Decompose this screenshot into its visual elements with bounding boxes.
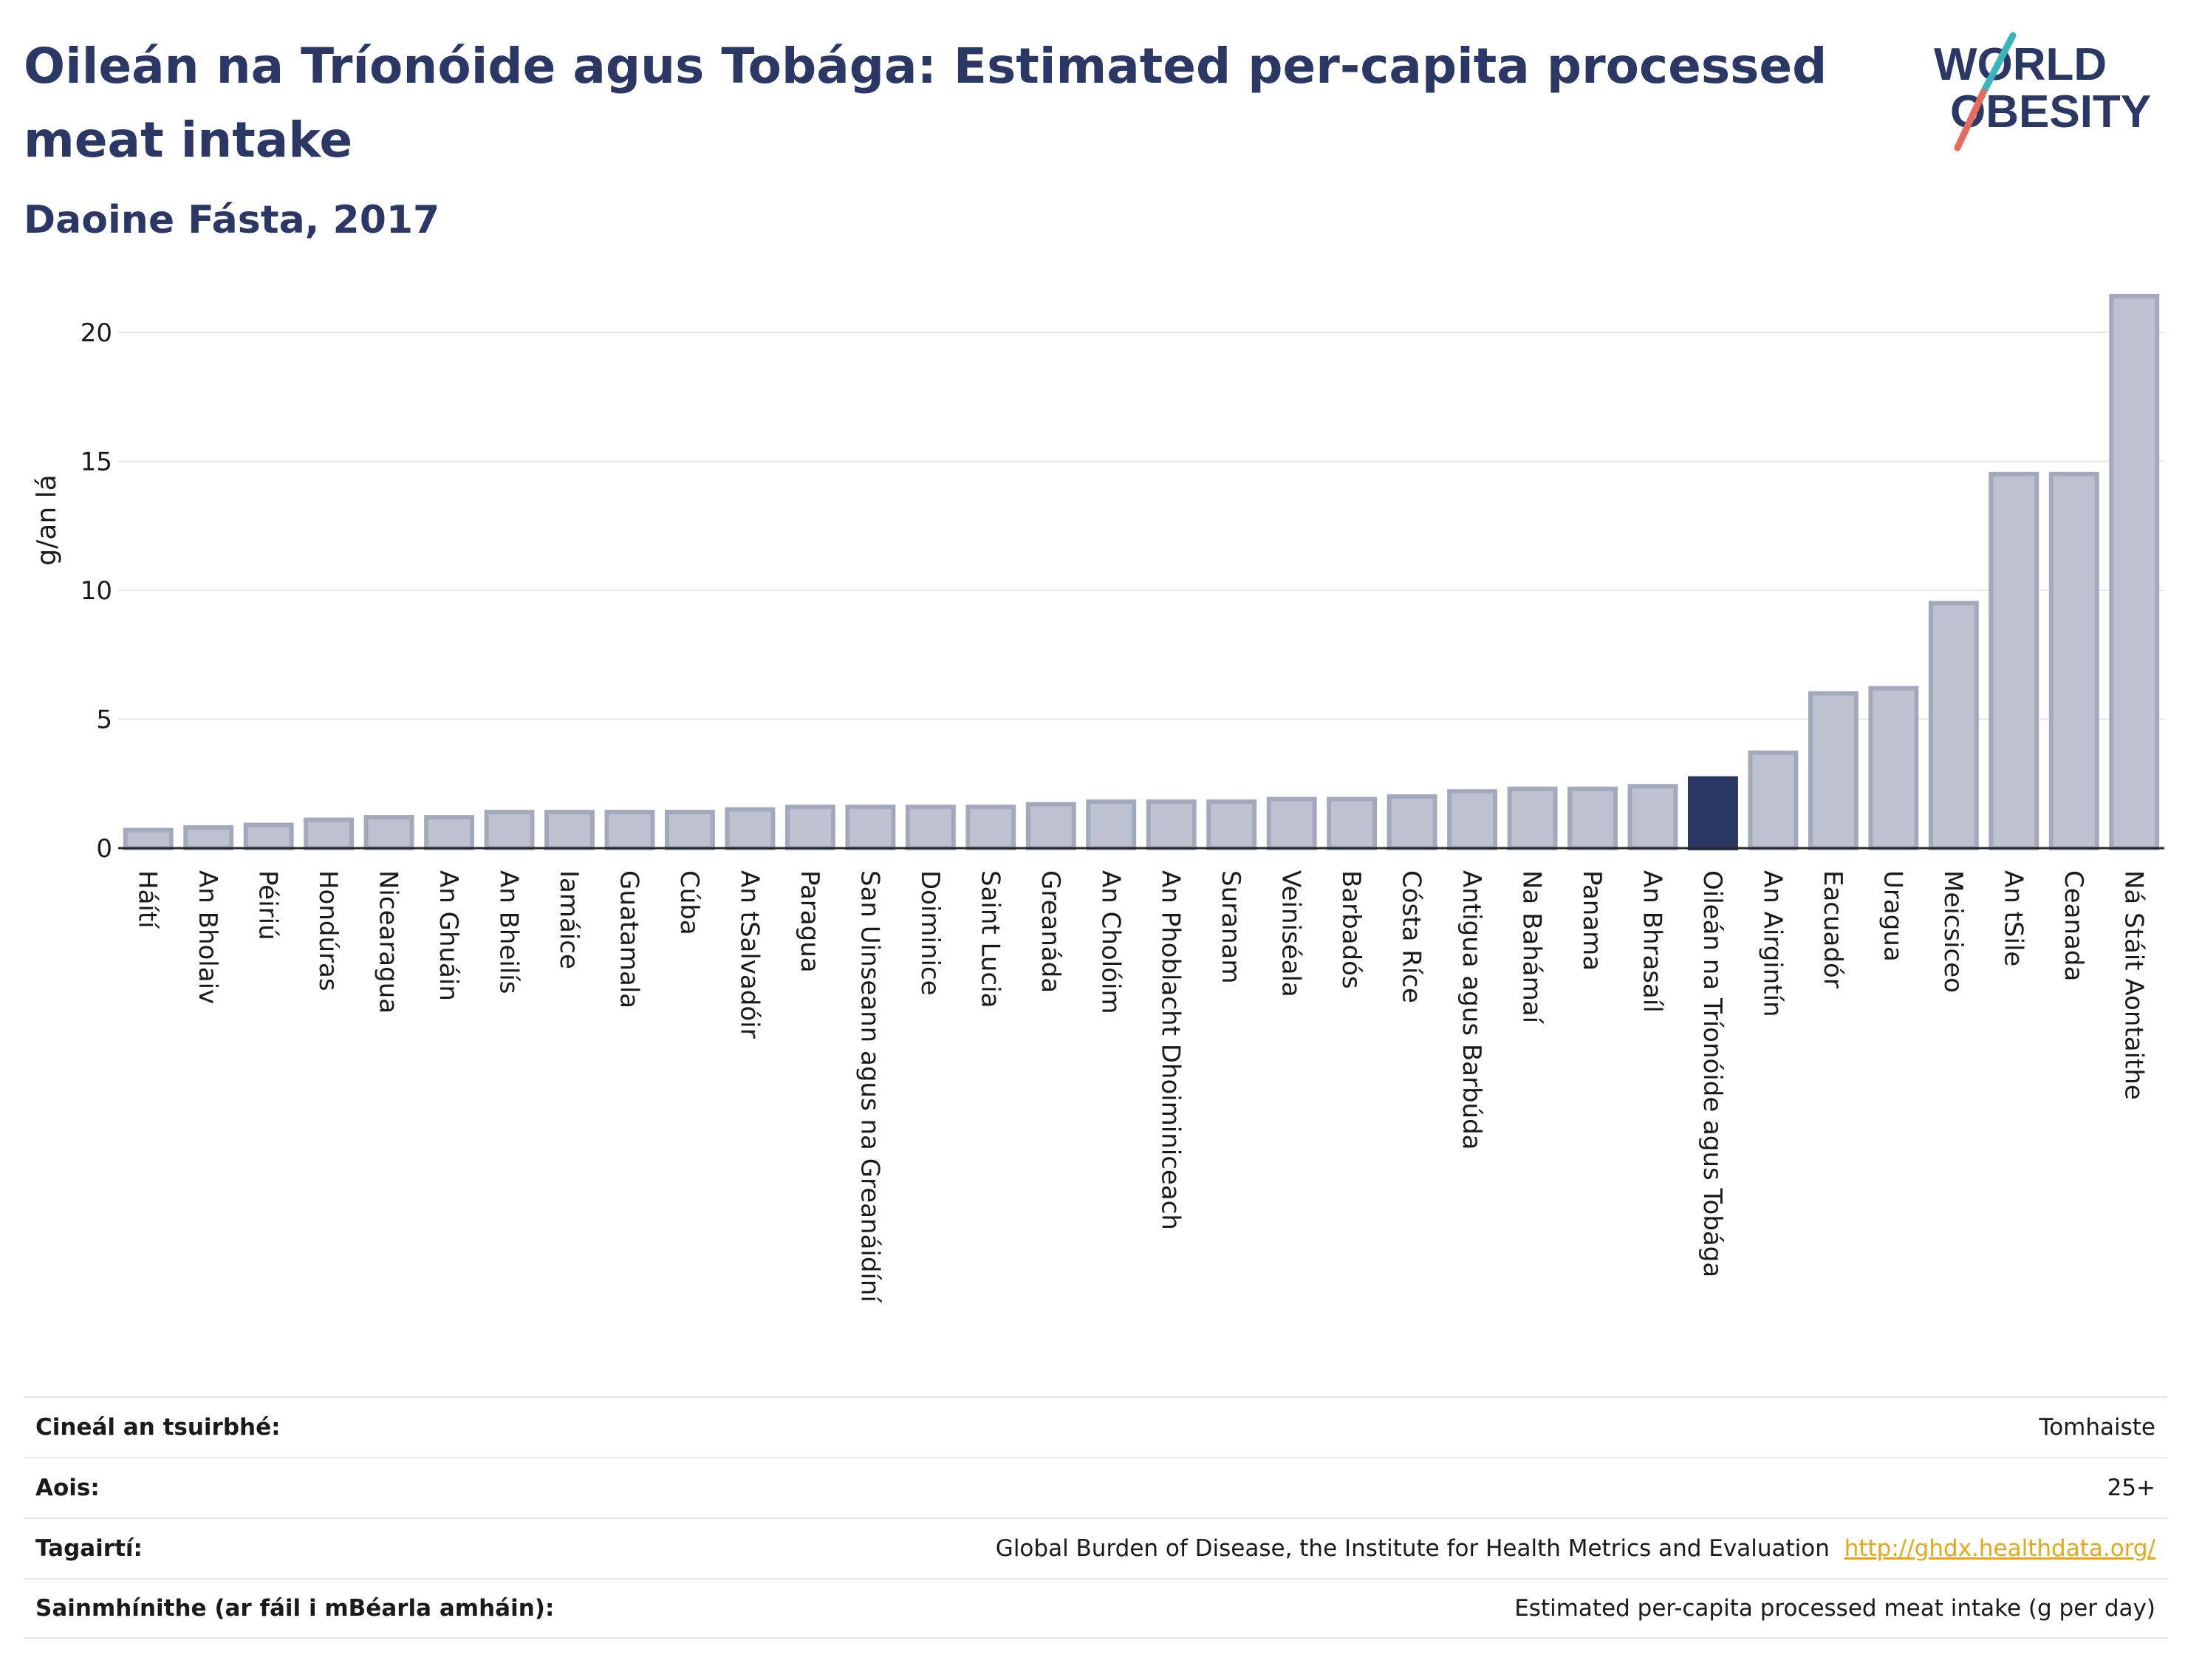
info-row-definitions: Sainmhínithe (ar fáil i mBéarla amháin):… <box>24 1578 2167 1639</box>
x-tick-label: Ceanada <box>2059 870 2088 981</box>
x-tick-label: Cósta Ríce <box>1397 870 1426 1003</box>
bar <box>1928 601 1979 850</box>
bar <box>1447 789 1498 850</box>
bar <box>725 807 776 850</box>
x-tick-label: Barbadós <box>1336 870 1366 989</box>
x-tick-label: Doiminice <box>915 870 945 996</box>
bar <box>1146 799 1197 851</box>
info-value: Global Burden of Disease, the Institute … <box>995 1535 1830 1562</box>
x-tick-label: An Airgintín <box>1757 870 1787 1017</box>
y-axis-label: g/an lá <box>32 474 62 565</box>
bar <box>424 815 475 851</box>
bar <box>1507 786 1558 851</box>
x-tick-label: Guatamala <box>615 870 644 1008</box>
y-tick-label: 15 <box>81 447 112 477</box>
x-tick-label: Saint Lucia <box>975 870 1005 1008</box>
x-tick-label: An Bheilís <box>494 870 524 994</box>
bar <box>1086 799 1137 851</box>
x-tick-label: Nicearagua <box>374 870 403 1014</box>
x-tick-label: Na Bahámaí <box>1517 870 1547 1025</box>
bar <box>784 805 835 851</box>
reference-link[interactable]: http://ghdx.healthdata.org/ <box>1844 1535 2155 1562</box>
x-tick-label: Eacuadór <box>1818 870 1847 988</box>
x-axis-labels: Háítí An Bholaiv Péiriú Hondúras Nicearagua A… <box>133 870 2149 1303</box>
bar <box>965 805 1016 851</box>
bar <box>1266 796 1317 850</box>
logo-slash-coral <box>1954 89 1987 151</box>
bar <box>123 827 174 850</box>
y-axis-ticks: 0 5 10 15 20 <box>81 318 112 864</box>
info-key: Aois: <box>35 1475 100 1501</box>
y-tick-label: 0 <box>96 834 112 864</box>
chart-bars <box>123 293 2160 851</box>
info-value: Tomhaiste <box>2039 1414 2155 1441</box>
x-tick-label: An Bhrasaíl <box>1638 870 1667 1013</box>
x-tick-label: Veiniséala <box>1276 870 1306 997</box>
info-value: 25+ <box>2107 1475 2155 1501</box>
world-obesity-logo: WORLD OBESITY <box>1934 32 2151 151</box>
bar <box>243 822 294 850</box>
x-tick-label: Greanáda <box>1036 870 1065 993</box>
x-tick-label: An Bholaiv <box>193 870 222 1004</box>
x-tick-label: Suranam <box>1216 870 1245 983</box>
x-tick-label: Panama <box>1577 870 1607 971</box>
y-tick-label: 20 <box>81 318 112 348</box>
bar <box>484 810 535 851</box>
y-tick-label: 10 <box>81 576 112 606</box>
bar <box>1748 750 1799 850</box>
bar <box>1206 799 1257 851</box>
x-tick-label: San Uinseann agus na Greanáidíní <box>855 870 884 1303</box>
x-tick-label: An Ghuáin <box>434 870 463 1001</box>
x-tick-label: An tSalvadóir <box>734 870 764 1039</box>
bar <box>1868 686 1919 851</box>
bar-highlighted <box>1688 776 1738 851</box>
x-tick-label: An tSile <box>1998 870 2028 966</box>
bar <box>1627 784 1678 850</box>
x-tick-label: Oileán na Tríonóide agus Tobága <box>1697 870 1727 1277</box>
bar <box>183 825 234 851</box>
y-tick-label: 5 <box>96 705 112 734</box>
info-row-age: Aois: 25+ <box>24 1457 2167 1517</box>
info-value-group: Global Burden of Disease, the Institute … <box>996 1535 2155 1562</box>
info-value: Estimated per-capita processed meat inta… <box>1514 1595 2155 1622</box>
bar <box>1808 691 1859 851</box>
bar <box>1989 471 2039 850</box>
x-tick-label: Cúba <box>674 870 704 935</box>
chart-subtitle: Daoine Fásta, 2017 <box>24 198 440 242</box>
x-tick-label: Ná Stáit Aontaithe <box>2119 870 2148 1100</box>
info-key: Sainmhínithe (ar fáil i mBéarla amháin): <box>35 1595 555 1622</box>
x-tick-label: Paragua <box>795 870 824 973</box>
info-row-references: Tagairtí: Global Burden of Disease, the … <box>24 1517 2167 1578</box>
bar <box>2109 293 2160 851</box>
x-tick-label: Péiriú <box>253 870 283 940</box>
bar <box>905 805 956 851</box>
bar-chart: 0 5 10 15 20 Háítí An Bholaiv Péiriú Hondúras Ni… <box>32 293 2164 1303</box>
x-tick-label: Iamáice <box>554 870 584 969</box>
bar <box>1327 796 1378 850</box>
bar <box>304 817 355 850</box>
logo-slash-teal <box>1980 32 2017 96</box>
info-key: Cineál an tsuirbhé: <box>35 1414 281 1441</box>
info-row-survey-type: Cineál an tsuirbhé: Tomhaiste <box>24 1396 2167 1457</box>
x-tick-label: Uragua <box>1878 870 1907 962</box>
bar <box>845 805 896 851</box>
bar <box>604 810 655 851</box>
logo-line1: WORLD <box>1934 39 2107 90</box>
bar <box>1025 802 1076 850</box>
bar <box>544 810 595 851</box>
x-tick-label: Háítí <box>133 870 163 929</box>
bar <box>363 815 414 851</box>
x-tick-label: Hondúras <box>313 870 343 991</box>
info-table: Cineál an tsuirbhé: Tomhaiste Aois: 25+ … <box>24 1396 2167 1639</box>
bar <box>1567 786 1618 851</box>
bar <box>1386 794 1437 850</box>
bar <box>665 810 715 851</box>
x-tick-label: An Cholóim <box>1095 870 1125 1014</box>
x-tick-label: Antigua agus Barbúda <box>1457 870 1486 1150</box>
x-tick-label: An Phoblacht Dhoiminiceach <box>1156 870 1186 1230</box>
info-key: Tagairtí: <box>35 1535 143 1562</box>
x-tick-label: Meicsiceo <box>1938 870 1968 993</box>
chart-title: Oileán na Tríonóide agus Tobága: Estimat… <box>24 38 1827 168</box>
bar <box>2048 471 2099 850</box>
